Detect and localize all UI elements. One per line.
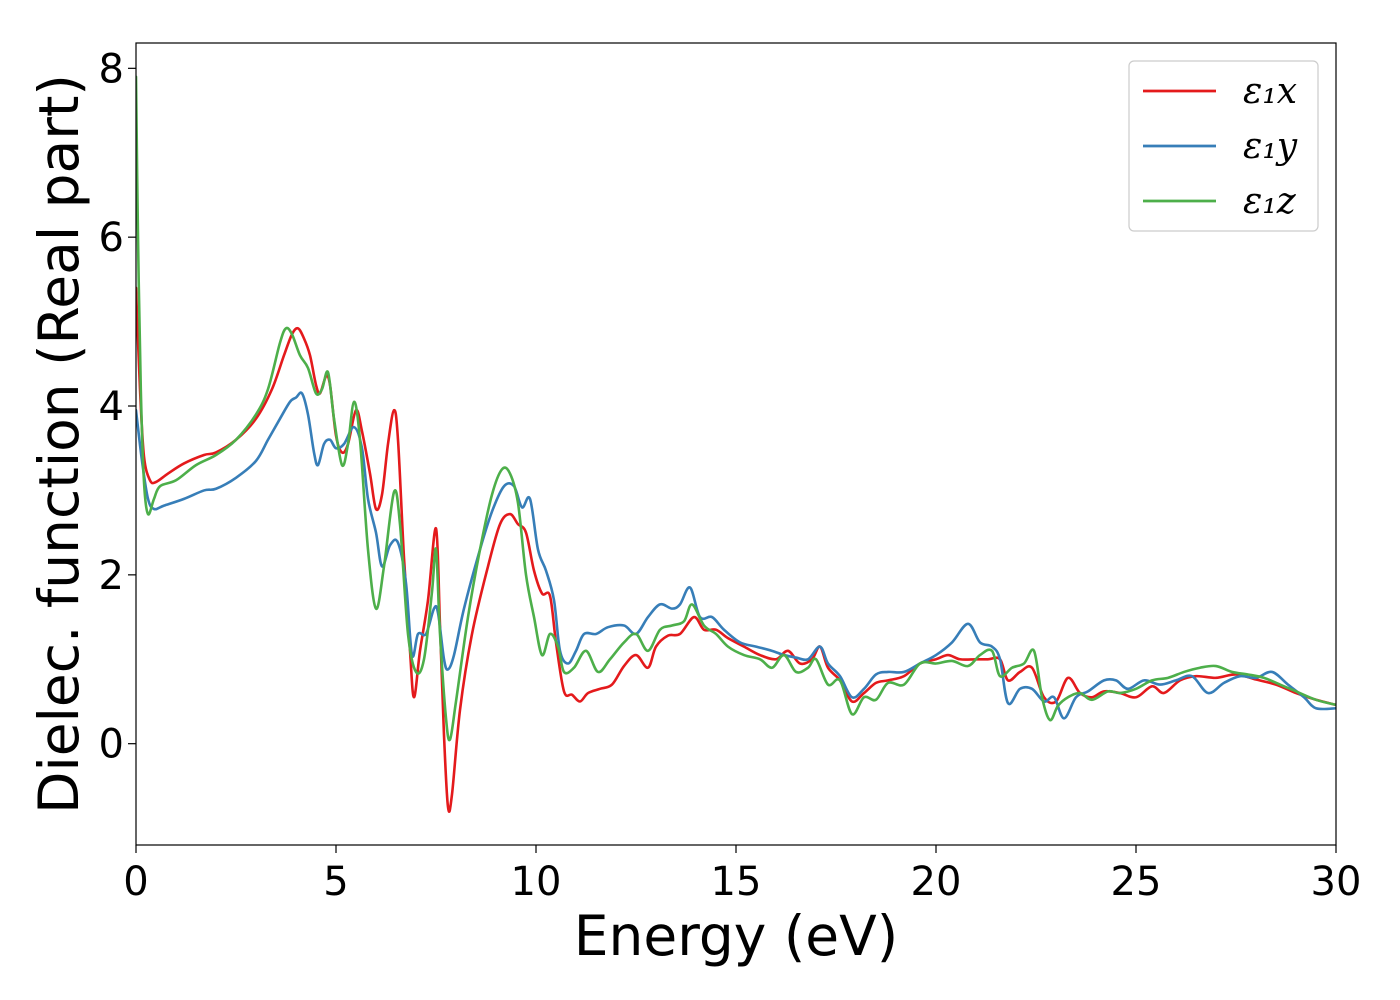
y-tick-label: 4 — [99, 384, 124, 430]
series-line-1 — [136, 288, 1336, 812]
x-tick-label: 25 — [1111, 859, 1162, 905]
y-tick-label: 6 — [99, 215, 124, 261]
series-line-2 — [136, 393, 1336, 719]
x-axis-label: Energy (eV) — [574, 904, 898, 968]
y-axis-label: Dielec. function (Real part) — [27, 74, 91, 814]
x-tick-label: 20 — [911, 859, 962, 905]
x-tick-label: 0 — [123, 859, 148, 905]
legend: ε₁x ε₁y ε₁z — [1129, 61, 1318, 231]
x-tick-label: 5 — [323, 859, 348, 905]
x-tick-label: 10 — [511, 859, 562, 905]
legend-label: ε₁z — [1243, 181, 1297, 222]
legend-label: ε₁x — [1243, 71, 1297, 112]
y-tick-label: 0 — [99, 722, 124, 768]
y-tick-label: 8 — [99, 46, 124, 92]
x-tick-label: 15 — [711, 859, 762, 905]
x-tick-label: 30 — [1311, 859, 1362, 905]
legend-label: ε₁y — [1243, 126, 1298, 167]
y-tick-label: 2 — [99, 553, 124, 599]
